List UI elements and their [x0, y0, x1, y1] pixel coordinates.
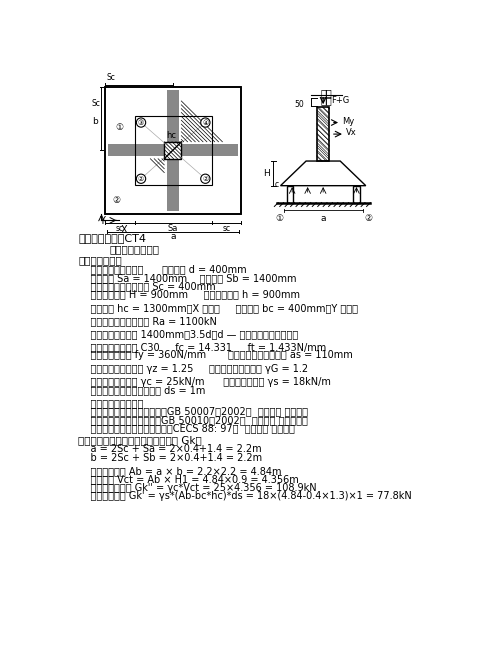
Text: 四桩: 四桩	[320, 89, 332, 99]
Bar	[135, 116, 211, 185]
Text: 一、基本资料：: 一、基本资料：	[78, 255, 122, 265]
Text: 承台体积 Vct = Ab × H1 = 4.84×0.9 = 4.356m: 承台体积 Vct = Ab × H1 = 4.84×0.9 = 4.356m	[78, 474, 299, 484]
Text: ②: ②	[202, 176, 208, 182]
Text: 土自重标准值 Gk' = γs*(Ab-bc*hc)*ds = 18×(4.84-0.4×1.3)×1 = 77.8kN: 土自重标准值 Gk' = γs*(Ab-bc*hc)*ds = 18×(4.84…	[78, 491, 411, 502]
Text: sc: sc	[222, 224, 230, 233]
Text: a = 2Sc + Sa = 2×0.4+1.4 = 2.2m: a = 2Sc + Sa = 2×0.4+1.4 = 2.2m	[78, 445, 262, 454]
Circle shape	[136, 174, 145, 184]
Text: 柱下独立承台：CT4: 柱下独立承台：CT4	[78, 234, 146, 243]
Text: ①: ①	[115, 123, 123, 132]
Text: ①: ①	[275, 214, 283, 223]
Text: 《钢筋混凝土承台设计规程》（CECS 88: 97）  以下简称 承台规程: 《钢筋混凝土承台设计规程》（CECS 88: 97） 以下简称 承台规程	[78, 424, 295, 434]
Circle shape	[136, 118, 145, 127]
Text: 工程名称：工程一: 工程名称：工程一	[109, 244, 159, 254]
Text: 钢筋强度设计值 fy = 360N/mm       纵筋合力点至近边距离 as = 110mm: 钢筋强度设计值 fy = 360N/mm 纵筋合力点至近边距离 as = 110…	[78, 350, 352, 360]
Circle shape	[200, 118, 209, 127]
Text: 承台根部高度 H = 900mm     承台顶部高度 h = 900mm: 承台根部高度 H = 900mm 承台顶部高度 h = 900mm	[78, 289, 300, 300]
Bar	[353, 186, 359, 202]
Text: 《混凝土结构设计规范》（GB 50010－2002）  以下简称 混凝土规范: 《混凝土结构设计规范》（GB 50010－2002） 以下简称 混凝土规范	[78, 415, 308, 425]
Bar	[108, 144, 237, 156]
Bar	[105, 87, 240, 214]
Text: 荷载的综合分项系数 γz = 1.25     永久荷载的分项系数 γG = 1.2: 荷载的综合分项系数 γz = 1.25 永久荷载的分项系数 γG = 1.2	[78, 363, 308, 374]
Text: F+G: F+G	[330, 96, 349, 105]
Text: 桩中心最小间距为 1400mm，3.5d（d — 圆桩直径或方桩边长）: 桩中心最小间距为 1400mm，3.5d（d — 圆桩直径或方桩边长）	[78, 329, 298, 339]
Text: 柱子高度 hc = 1300mm（X 方向）     柱子宽度 bc = 400mm（Y 方向）: 柱子高度 hc = 1300mm（X 方向） 柱子宽度 bc = 400mm（Y…	[78, 302, 358, 313]
Text: 承台顶面以上土层覆土厚度 ds = 1m: 承台顶面以上土层覆土厚度 ds = 1m	[78, 385, 205, 395]
Text: sc: sc	[116, 224, 124, 233]
Text: My: My	[342, 117, 354, 125]
Text: 《建筑地基基础设计规范》（GB 50007－2002）  以下简称 基础规范: 《建筑地基基础设计规范》（GB 50007－2002） 以下简称 基础规范	[78, 407, 308, 417]
Text: H: H	[263, 169, 270, 178]
Text: 设计时执行的规范：: 设计时执行的规范：	[78, 398, 143, 408]
Bar	[316, 107, 329, 161]
Text: ②: ②	[112, 196, 120, 205]
Text: c: c	[274, 180, 278, 188]
Text: a: a	[320, 214, 325, 223]
Text: 二、承台自重和承台上土自重标准值 Gk：: 二、承台自重和承台上土自重标准值 Gk：	[78, 435, 201, 445]
Text: 承台类型：四桩承台      圆桩直径 d = 400mm: 承台类型：四桩承台 圆桩直径 d = 400mm	[78, 264, 246, 275]
Bar	[166, 90, 179, 211]
Text: Sc: Sc	[107, 73, 116, 82]
Circle shape	[200, 174, 209, 184]
Text: 桩中心至承台边缘距离 Sc = 400mm: 桩中心至承台边缘距离 Sc = 400mm	[78, 281, 215, 291]
Text: 桩列间距 Sa = 1400mm    桩行间距 Sb = 1400mm: 桩列间距 Sa = 1400mm 桩行间距 Sb = 1400mm	[78, 273, 296, 283]
Text: 承台: 承台	[320, 95, 332, 106]
Text: ④: ④	[202, 119, 208, 125]
Text: Vx: Vx	[346, 128, 356, 137]
Bar	[286, 186, 293, 202]
Text: ③: ③	[138, 119, 144, 125]
Text: ②: ②	[138, 176, 144, 182]
Bar	[164, 141, 181, 159]
Text: Sa: Sa	[167, 224, 178, 233]
Text: 单桩竖向承载力特征值 Ra = 1100kN: 单桩竖向承载力特征值 Ra = 1100kN	[78, 316, 217, 326]
Text: 承台底部面积 Ab = a × b = 2.2×2.2 = 4.84m: 承台底部面积 Ab = a × b = 2.2×2.2 = 4.84m	[78, 466, 281, 476]
Text: a: a	[170, 232, 175, 241]
Text: hc: hc	[166, 131, 176, 140]
Text: ②: ②	[364, 214, 372, 223]
Text: Y: Y	[99, 215, 105, 226]
Text: b = 2Sc + Sb = 2×0.4+1.4 = 2.2m: b = 2Sc + Sb = 2×0.4+1.4 = 2.2m	[78, 453, 262, 463]
Text: b: b	[92, 117, 97, 127]
Text: 承台混凝土的容重 γc = 25kN/m      承台上土的容重 γs = 18kN/m: 承台混凝土的容重 γc = 25kN/m 承台上土的容重 γs = 18kN/m	[78, 376, 331, 387]
Text: 承台自重标准值 Gk'' = γc*Vct = 25×4.356 = 108.9kN: 承台自重标准值 Gk'' = γc*Vct = 25×4.356 = 108.9…	[78, 483, 316, 493]
Text: 50: 50	[294, 99, 304, 108]
Text: Sc: Sc	[91, 99, 100, 108]
Text: X: X	[121, 225, 127, 235]
Text: 混凝土强度等级为 C30     fc = 14.331     ft = 1.433N/mm: 混凝土强度等级为 C30 fc = 14.331 ft = 1.433N/mm	[78, 342, 326, 352]
Bar	[105, 87, 240, 214]
